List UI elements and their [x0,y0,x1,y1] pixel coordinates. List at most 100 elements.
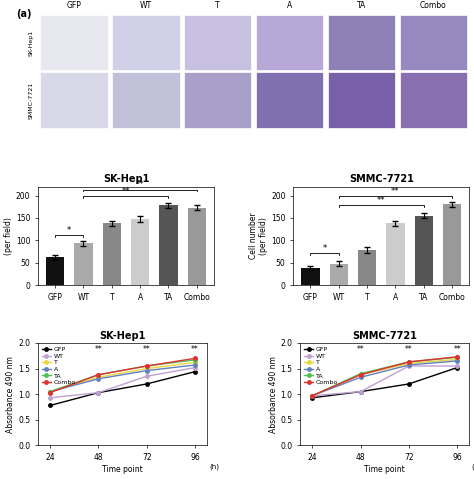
Bar [112,72,180,127]
Bar [415,216,433,285]
Bar [256,15,323,70]
Bar [184,15,251,70]
Bar [102,223,121,285]
Bar [386,223,405,285]
TA [192,357,198,363]
Text: **: ** [405,345,413,354]
Combo [358,372,364,377]
Text: *: * [322,244,327,253]
Bar [358,250,376,285]
WT [144,374,149,379]
Text: TA: TA [357,1,366,10]
Bar [40,72,108,127]
Combo [144,363,149,369]
A [47,389,53,395]
T [192,360,198,365]
Bar [400,15,467,70]
Line: TA: TA [310,355,459,398]
WT [95,390,101,396]
Y-axis label: Absorbance 490 nm: Absorbance 490 nm [6,356,15,433]
Legend: GFP, WT, T, A, TA, Combo: GFP, WT, T, A, TA, Combo [303,346,338,386]
X-axis label: Time point: Time point [365,465,405,474]
Bar [256,72,323,127]
A [95,376,101,382]
Text: (a): (a) [16,9,32,19]
Text: WT: WT [140,1,152,10]
Text: **: ** [191,345,199,354]
Bar [74,243,92,285]
Text: **: ** [122,187,130,196]
Line: Combo: Combo [48,356,197,394]
Title: SK-Hep1: SK-Hep1 [103,174,149,184]
Y-axis label: Absorbance 490 nm: Absorbance 490 nm [269,356,278,433]
Text: **: ** [143,345,151,354]
Text: **: ** [136,181,145,190]
A [310,393,315,399]
TA [358,371,364,376]
Bar [40,15,108,70]
Bar [328,72,395,127]
Line: Combo: Combo [310,355,459,398]
TA [310,393,315,399]
Title: SK-Hep1: SK-Hep1 [100,331,146,341]
Title: SMMC-7721: SMMC-7721 [352,331,417,341]
Text: **: ** [453,345,461,354]
TA [47,389,53,395]
T [310,393,315,399]
Combo [47,390,53,396]
WT [406,363,412,369]
GFP [192,369,198,375]
Bar [131,219,149,285]
T [95,375,101,380]
Line: A: A [48,363,197,393]
GFP [358,389,364,395]
Line: TA: TA [48,358,197,393]
WT [358,389,364,395]
Text: SMMC-7721: SMMC-7721 [28,81,34,119]
Text: SK-Hep1: SK-Hep1 [28,30,34,56]
GFP [95,390,101,396]
WT [192,365,198,370]
Line: A: A [310,359,459,398]
Text: (h): (h) [209,464,219,470]
A [406,362,412,368]
GFP [310,395,315,400]
Y-axis label: Cell number
(per field): Cell number (per field) [0,213,13,259]
Line: T: T [310,358,459,398]
TA [95,372,101,377]
WT [47,395,53,400]
Combo [406,359,412,365]
GFP [455,365,460,370]
Line: WT: WT [48,366,197,399]
Line: GFP: GFP [48,370,197,407]
Combo [192,355,198,361]
Bar [184,72,251,127]
Text: **: ** [356,345,365,354]
T [358,372,364,377]
Line: GFP: GFP [310,366,459,399]
Y-axis label: Cell number
(per field): Cell number (per field) [249,213,268,259]
A [144,368,149,374]
Bar [329,263,348,285]
WT [455,363,460,369]
Bar [301,268,319,285]
Bar [443,205,461,285]
T [455,356,460,362]
A [192,362,198,368]
GFP [47,403,53,409]
Combo [310,393,315,399]
Combo [95,372,101,377]
Text: **: ** [391,187,400,196]
T [406,361,412,366]
Bar [112,15,180,70]
Line: T: T [48,361,197,393]
T [47,389,53,395]
Bar [188,207,206,285]
Line: WT: WT [310,365,459,398]
Legend: GFP, WT, T, A, TA, Combo: GFP, WT, T, A, TA, Combo [41,346,76,386]
WT [310,393,315,399]
Text: **: ** [377,196,385,205]
Text: Combo: Combo [420,1,447,10]
Text: *: * [67,226,72,235]
Text: T: T [215,1,220,10]
